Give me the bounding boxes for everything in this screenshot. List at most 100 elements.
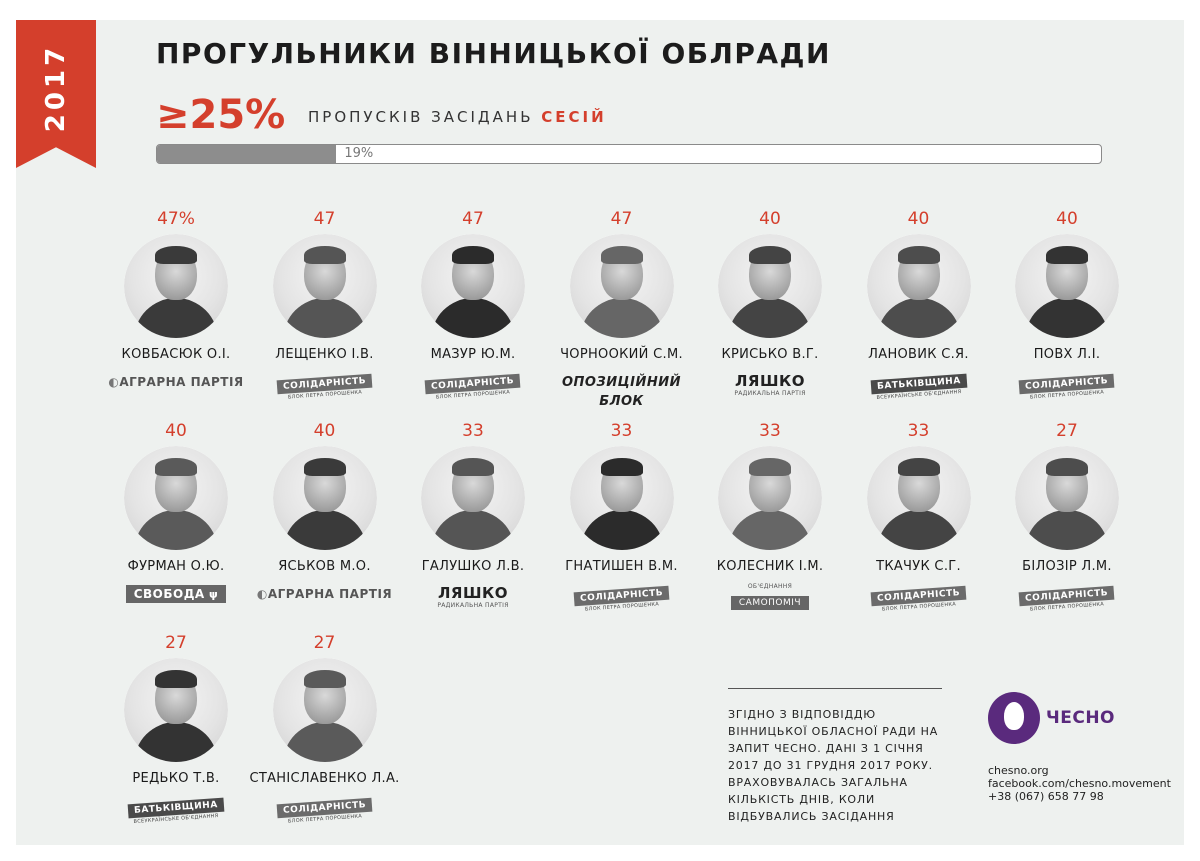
party-logo: ◐ АГРАРНА ПАРТІЯ — [101, 371, 251, 395]
party-logo: СОЛІДАРНІСТЬ БЛОК ПЕТРА ПОРОШЕНКА — [547, 583, 697, 613]
absence-percent: 27 — [1056, 421, 1078, 441]
party-text: АГРАРНА ПАРТІЯ — [119, 375, 244, 389]
agrarian-leaf-icon: ◐ — [256, 587, 268, 601]
footer-divider — [728, 688, 942, 689]
party-logo: ◐ АГРАРНА ПАРТІЯ — [250, 583, 400, 607]
deputy-photo — [272, 658, 377, 762]
footer-note: ЗГІДНО З ВІДПОВІДДЮ ВІННИЦЬКОЇ ОБЛАСНОЇ … — [728, 708, 939, 823]
photo-hair — [155, 670, 197, 688]
photo-hair — [897, 246, 940, 264]
photo-hair — [303, 246, 346, 264]
photo-hair — [600, 246, 643, 264]
deputy-card: 47 ЛЕЩЕНКО І.В. СОЛІДАРНІСТЬ БЛОК ПЕТРА ПОР… — [250, 208, 400, 401]
deputy-card: 47 МАЗУР Ю.М. СОЛІДАРНІСТЬ БЛОК ПЕТРА ПОРОШ… — [398, 208, 548, 401]
deputy-card: 27 БІЛОЗІР Л.М. СОЛІДАРНІСТЬ БЛОК ПЕТРА ПОР… — [992, 420, 1142, 613]
absence-percent: 40 — [313, 421, 336, 441]
party-logo: ОПОЗИЦІЙНИЙ БЛОК — [547, 371, 697, 408]
absence-percent: 40 — [1056, 209, 1078, 229]
absence-percent: 47% — [157, 209, 195, 229]
deputy-card: 27 РЕДЬКО Т.В. БАТЬКІВЩИНА ВСЕУКРАЇНСЬКЕ ОБ… — [101, 632, 251, 825]
party-logo: СОЛІДАРНІСТЬ БЛОК ПЕТРА ПОРОШЕНКА — [398, 371, 548, 401]
deputy-name: СТАНІСЛАВЕНКО Л.А. — [249, 771, 400, 786]
agrarian-leaf-icon: ◐ — [108, 375, 120, 389]
contact-phone: +38 (067) 658 77 98 — [988, 790, 1104, 803]
party-logo: ЛЯШКО РАДИКАЛЬНА ПАРТІЯ — [695, 371, 845, 397]
deputy-name: ГНАТИШЕН В.М. — [565, 559, 678, 574]
threshold-label: ПРОПУСКІВ ЗАСІДАНЬ СЕСІЙ — [308, 108, 607, 126]
party-logo: ЛЯШКО РАДИКАЛЬНА ПАРТІЯ — [398, 583, 548, 609]
overall-absence-bar-label: 19% — [344, 146, 374, 161]
deputy-card: 33 КОЛЕСНИК І.М. ОБ'ЄДНАННЯ САМОПОМІЧ — [695, 420, 845, 610]
deputy-card: 40 КРИСЬКО В.Г. ЛЯШКО РАДИКАЛЬНА ПАРТІЯ — [695, 208, 845, 397]
party-text-2: БЛОК — [599, 394, 644, 409]
deputy-card: 47% КОВБАСЮК О.І. ◐ АГРАРНА ПАРТІЯ — [101, 208, 251, 395]
deputy-photo — [421, 234, 525, 338]
year-ribbon — [16, 20, 96, 168]
year-label: 2017 — [41, 43, 71, 133]
deputy-name: ЛЕЩЕНКО І.В. — [275, 347, 374, 362]
deputy-name: РЕДЬКО Т.В. — [132, 771, 220, 786]
deputy-photo — [124, 446, 228, 550]
overall-absence-bar: 19% — [156, 144, 1102, 164]
threshold-label-accent: СЕСІЙ — [541, 108, 607, 126]
deputy-card: 47 ЧОРНООКИЙ С.М. ОПОЗИЦІЙНИЙ БЛОК — [547, 208, 697, 408]
party-logo: БАТЬКІВЩИНА ВСЕУКРАЇНСЬКЕ ОБ'ЄДНАННЯ — [101, 795, 251, 825]
photo-hair — [303, 670, 346, 688]
photo-hair — [155, 246, 197, 264]
deputy-photo — [124, 234, 228, 338]
deputy-photo — [1015, 234, 1119, 338]
deputy-name: ЯСЬКОВ М.О. — [278, 559, 371, 574]
photo-hair — [749, 246, 791, 264]
deputy-name: ЛАНОВИК С.Я. — [868, 347, 969, 362]
absence-percent: 40 — [907, 209, 930, 229]
party-sub: РАДИКАЛЬНА ПАРТІЯ — [734, 390, 806, 397]
party-text: ОПОЗИЦІЙНИЙ — [561, 375, 681, 390]
party-text: ЛЯШКО — [437, 584, 509, 602]
photo-hair — [452, 246, 494, 264]
deputy-name: ТКАЧУК С.Г. — [876, 559, 961, 574]
deputy-card: 33 ГАЛУШКО Л.В. ЛЯШКО РАДИКАЛЬНА ПАРТІЯ — [398, 420, 548, 609]
party-logo: СОЛІДАРНІСТЬ БЛОК ПЕТРА ПОРОШЕНКА — [992, 583, 1142, 613]
party-logo: СОЛІДАРНІСТЬ БЛОК ПЕТРА ПОРОШЕНКА — [250, 795, 400, 825]
contact-facebook[interactable]: facebook.com/chesno.movement — [988, 777, 1171, 790]
party-logo: СОЛІДАРНІСТЬ БЛОК ПЕТРА ПОРОШЕНКА — [992, 371, 1142, 401]
party-logo: СОЛІДАРНІСТЬ БЛОК ПЕТРА ПОРОШЕНКА — [844, 583, 994, 613]
deputy-card: 40 ЯСЬКОВ М.О. ◐ АГРАРНА ПАРТІЯ — [250, 420, 400, 607]
party-logo: БАТЬКІВЩИНА ВСЕУКРАЇНСЬКЕ ОБ'ЄДНАННЯ — [844, 371, 994, 401]
absence-percent: 40 — [759, 209, 781, 229]
deputy-name: ПОВХ Л.І. — [1033, 347, 1101, 362]
chesno-logo-icon — [988, 692, 1040, 744]
deputy-name: КОЛЕСНИК І.М. — [716, 559, 824, 574]
absence-percent: 33 — [610, 421, 633, 441]
overall-absence-bar-fill — [157, 145, 337, 163]
deputy-photo — [272, 446, 377, 550]
deputy-name: КОВБАСЮК О.І. — [121, 347, 231, 362]
deputy-card: 40 ФУРМАН О.Ю. СВОБОДА ψ — [101, 420, 251, 607]
absence-percent: 33 — [759, 421, 781, 441]
absence-percent: 47 — [313, 209, 336, 229]
deputy-name: БІЛОЗІР Л.М. — [1022, 559, 1112, 574]
threshold-label-text: ПРОПУСКІВ ЗАСІДАНЬ — [308, 108, 534, 126]
party-text: ЛЯШКО — [734, 372, 806, 390]
photo-hair — [303, 458, 346, 476]
photo-hair — [1046, 458, 1088, 476]
deputy-card: 27 СТАНІСЛАВЕНКО Л.А. СОЛІДАРНІСТЬ БЛОК ПЕТ… — [249, 632, 400, 825]
deputy-photo — [569, 446, 674, 550]
photo-hair — [1046, 246, 1088, 264]
absence-percent: 47 — [610, 209, 633, 229]
contact-site[interactable]: chesno.org — [988, 764, 1049, 777]
deputy-photo — [1015, 446, 1119, 550]
photo-hair — [749, 458, 791, 476]
party-logo: СВОБОДА ψ — [101, 583, 251, 607]
photo-hair — [600, 458, 643, 476]
deputy-name: ЧОРНООКИЙ С.М. — [560, 347, 683, 362]
deputy-name: КРИСЬКО В.Г. — [721, 347, 819, 362]
absence-percent: 27 — [165, 633, 187, 653]
party-logo: ОБ'ЄДНАННЯ САМОПОМІЧ — [695, 583, 845, 610]
deputy-name: ФУРМАН О.Ю. — [127, 559, 225, 574]
party-sub: ОБ'ЄДНАННЯ — [747, 583, 793, 590]
deputy-card: 33 ГНАТИШЕН В.М. СОЛІДАРНІСТЬ БЛОК ПЕТРА ПО… — [547, 420, 697, 613]
photo-hair — [155, 458, 197, 476]
party-sub: РАДИКАЛЬНА ПАРТІЯ — [437, 602, 509, 609]
party-logo: СОЛІДАРНІСТЬ БЛОК ПЕТРА ПОРОШЕНКА — [250, 371, 400, 401]
